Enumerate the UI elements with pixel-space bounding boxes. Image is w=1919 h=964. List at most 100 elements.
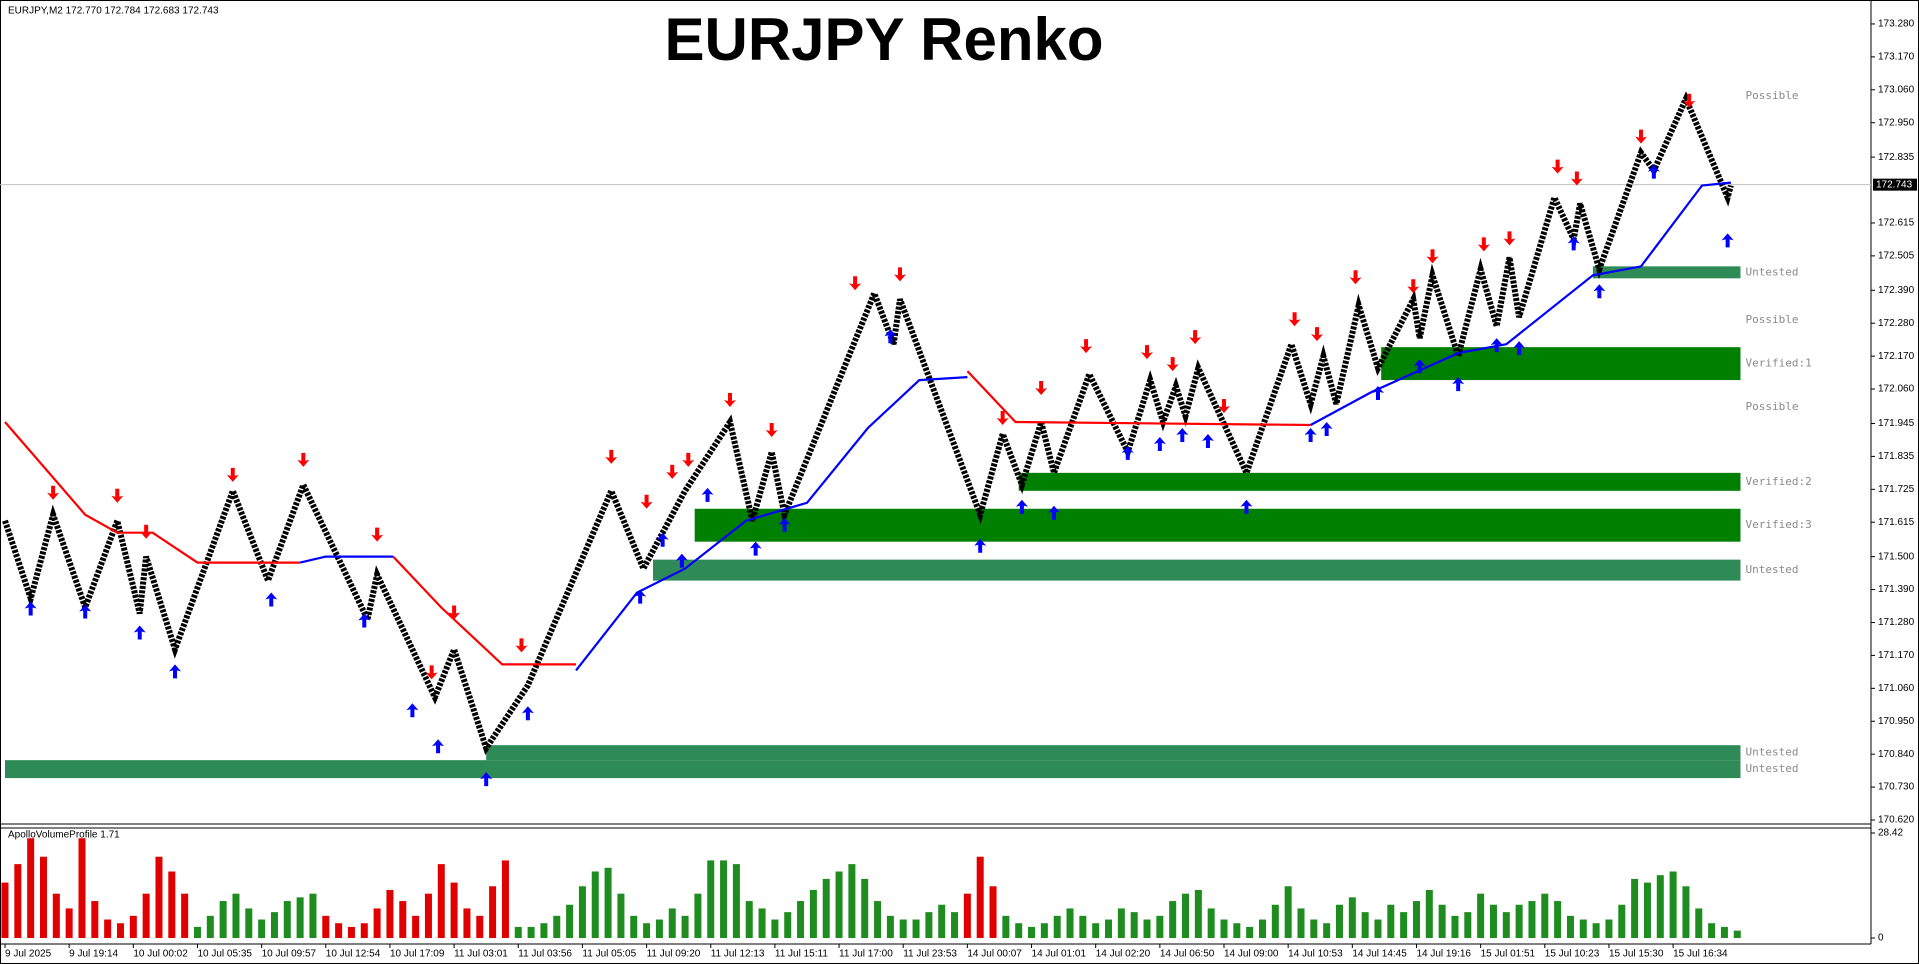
volume-bar — [386, 889, 394, 938]
y-tick-label: 173.280 — [1878, 19, 1915, 30]
signal-arrow — [675, 553, 688, 568]
volume-bar — [1656, 875, 1664, 938]
volume-bar — [1156, 915, 1164, 938]
volume-bar — [886, 915, 894, 938]
volume-bar — [1733, 930, 1741, 938]
level-label: Possible — [1745, 89, 1798, 102]
trend-line — [299, 181, 1732, 672]
signal-arrow — [1166, 357, 1179, 372]
zone-label: Untested — [1745, 762, 1798, 775]
y-tick-label: 170.620 — [1878, 815, 1915, 826]
volume-bar — [437, 864, 445, 938]
volume-bar — [989, 886, 997, 938]
zone — [1381, 347, 1741, 381]
signal-arrow — [1503, 231, 1516, 246]
volume-bar — [1605, 919, 1613, 938]
volume-bar — [1220, 919, 1228, 938]
y-tick-label: 171.945 — [1878, 418, 1915, 429]
zone — [486, 745, 1741, 761]
x-tick-label: 11 Jul 03:56 — [518, 949, 572, 960]
volume-bar — [1464, 912, 1472, 938]
volume-bar — [925, 912, 933, 938]
volume-bar — [1374, 919, 1382, 938]
volume-bar — [463, 908, 471, 938]
x-tick-label: 14 Jul 09:00 — [1224, 949, 1279, 960]
y-tick-label: 172.505 — [1878, 251, 1915, 262]
volume-bar — [450, 882, 458, 938]
signal-arrow — [894, 267, 907, 282]
x-tick-label: 14 Jul 06:50 — [1160, 949, 1215, 960]
zone — [652, 559, 1741, 581]
volume-bar — [1258, 919, 1266, 938]
x-tick-label: 11 Jul 09:20 — [647, 949, 701, 960]
y-tick-label: 171.280 — [1878, 617, 1915, 628]
signal-arrow — [1426, 249, 1439, 264]
x-tick-label: 14 Jul 02:20 — [1096, 949, 1151, 960]
signal-arrow — [1304, 427, 1317, 442]
volume-y-tick-label: 0 — [1878, 933, 1884, 944]
volume-bar — [668, 908, 676, 938]
x-tick-label: 11 Jul 03:01 — [454, 949, 508, 960]
volume-bar — [181, 893, 189, 938]
volume-bar — [52, 893, 60, 938]
signal-arrow — [47, 485, 60, 500]
volume-bar — [643, 923, 651, 938]
signal-arrow — [1413, 359, 1426, 374]
y-tick-label: 172.390 — [1878, 285, 1915, 296]
volume-bar — [373, 908, 381, 938]
zone-label: Untested — [1745, 563, 1798, 576]
volume-bar — [1489, 904, 1497, 938]
volume-bar — [861, 878, 869, 938]
volume-bar — [1348, 897, 1356, 938]
volume-bar — [1592, 923, 1600, 938]
zone-label: Untested — [1745, 746, 1798, 759]
volume-bar — [476, 915, 484, 938]
signal-arrow — [371, 527, 384, 542]
volume-bar — [1117, 908, 1125, 938]
volume-bar — [335, 923, 343, 938]
volume-bar — [1284, 886, 1292, 938]
y-tick-label: 172.950 — [1878, 117, 1915, 128]
zone — [1592, 266, 1741, 279]
volume-bar — [1361, 912, 1369, 938]
signal-arrow — [226, 467, 239, 482]
volume-bar — [1669, 871, 1677, 938]
volume-bar — [489, 886, 497, 938]
signal-arrow — [1047, 505, 1060, 520]
volume-bar — [912, 919, 920, 938]
signal-arrow — [297, 452, 310, 467]
x-tick-label: 11 Jul 05:05 — [582, 949, 636, 960]
volume-bar — [784, 912, 792, 938]
signal-arrow — [1683, 93, 1696, 108]
volume-bar — [1515, 904, 1523, 938]
x-tick-label: 14 Jul 01:01 — [1032, 949, 1087, 960]
signal-arrow — [656, 532, 669, 547]
signal-arrow — [778, 517, 791, 532]
signal-arrow — [515, 638, 528, 653]
x-tick-label: 15 Jul 15:30 — [1609, 949, 1664, 960]
zone — [1018, 472, 1741, 491]
signal-arrow — [111, 488, 124, 503]
signal-arrow — [1452, 377, 1465, 392]
volume-bar — [1053, 915, 1061, 938]
signal-arrow — [1189, 330, 1202, 345]
signal-arrow — [265, 592, 278, 607]
signal-arrow — [521, 706, 534, 721]
x-tick-label: 15 Jul 10:23 — [1545, 949, 1600, 960]
volume-bar — [681, 915, 689, 938]
volume-bar — [501, 860, 509, 938]
x-tick-label: 11 Jul 23:53 — [903, 949, 957, 960]
y-tick-label: 171.615 — [1878, 517, 1915, 528]
signal-arrow — [169, 664, 182, 679]
x-tick-label: 9 Jul 2025 — [5, 949, 52, 960]
signal-arrow — [1311, 327, 1324, 342]
y-tick-label: 172.615 — [1878, 218, 1915, 229]
volume-bar — [1412, 901, 1420, 938]
volume-bar — [258, 919, 266, 938]
zone-label: Verified:2 — [1745, 475, 1811, 488]
volume-bar — [1335, 904, 1343, 938]
signal-arrow — [140, 524, 153, 539]
volume-bar — [1682, 886, 1690, 938]
volume-bar — [951, 912, 959, 938]
